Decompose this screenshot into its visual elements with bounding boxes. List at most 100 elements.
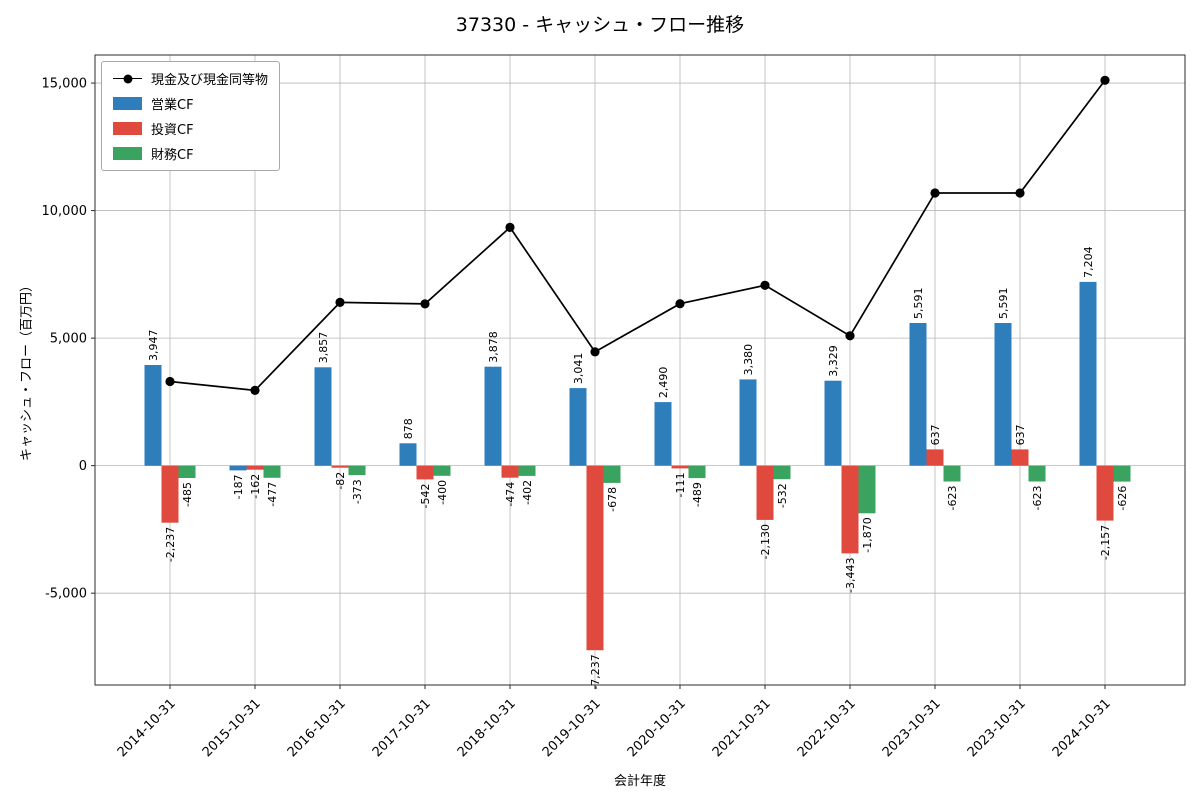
value-label: -477 bbox=[266, 482, 279, 507]
bar bbox=[926, 449, 944, 466]
line-marker bbox=[845, 331, 855, 341]
value-label: 3,857 bbox=[317, 332, 330, 364]
line-marker bbox=[590, 347, 600, 357]
line-marker bbox=[165, 376, 175, 387]
value-label: -111 bbox=[674, 473, 687, 498]
bar bbox=[399, 443, 417, 466]
x-tick-label: 2022-10-31 bbox=[795, 696, 859, 760]
x-tick-label: 2023-10-31 bbox=[880, 696, 944, 760]
value-label: -474 bbox=[504, 482, 517, 507]
bars-財務CF: -485 -477 -373 -400 -402 -678 -489 -532 -1,870 -6… bbox=[178, 465, 1131, 553]
bar bbox=[331, 465, 349, 468]
x-tick-label: 2024-10-31 bbox=[1050, 696, 1114, 760]
legend-item-cash-equivalents: 現金及び現金同等物 bbox=[113, 69, 268, 88]
plot-frame bbox=[94, 54, 1186, 686]
line-marker bbox=[505, 222, 515, 232]
bar bbox=[263, 465, 281, 478]
bar bbox=[671, 465, 689, 469]
value-label: 3,878 bbox=[487, 331, 500, 363]
line-現金及び現金同等物 bbox=[165, 75, 1110, 395]
bar bbox=[1079, 281, 1097, 466]
value-label: -532 bbox=[776, 483, 789, 508]
value-label: 2,490 bbox=[657, 367, 670, 399]
x-tick-label: 2020-10-31 bbox=[625, 696, 689, 760]
y-tick-label: 5,000 bbox=[50, 332, 87, 347]
value-label: 7,204 bbox=[1082, 246, 1095, 278]
value-label: -187 bbox=[232, 474, 245, 499]
y-tick-label: 15,000 bbox=[42, 77, 88, 92]
bar bbox=[824, 380, 842, 466]
x-tick-label: 2018-10-31 bbox=[455, 696, 519, 760]
line-marker bbox=[675, 299, 685, 309]
value-label: 3,041 bbox=[572, 353, 585, 385]
line-marker bbox=[420, 299, 430, 309]
bar bbox=[348, 465, 366, 476]
bar bbox=[841, 465, 859, 554]
legend-item-operating-cf: 営業CF bbox=[113, 94, 268, 113]
bar bbox=[501, 465, 519, 478]
bars-営業CF: 3,947 -187 3,857 878 3,878 3,041 2,490 3,380 3,3… bbox=[144, 246, 1097, 499]
legend-item-investing-cf: 投資CF bbox=[113, 119, 268, 138]
chart-legend: 現金及び現金同等物 営業CF 投資CF 財務CF bbox=[101, 61, 281, 171]
bar bbox=[144, 365, 162, 466]
x-tick-label: 2014-10-31 bbox=[115, 696, 179, 760]
financing-cf-swatch bbox=[113, 147, 142, 160]
value-label: -678 bbox=[606, 487, 619, 512]
value-label: -623 bbox=[1031, 486, 1044, 511]
bar bbox=[773, 465, 791, 480]
legend-label: 投資CF bbox=[151, 123, 194, 138]
value-label: 5,591 bbox=[912, 288, 925, 320]
bar bbox=[433, 465, 451, 476]
line-marker-icon bbox=[113, 74, 142, 84]
dot-marker-icon bbox=[123, 74, 132, 84]
bar bbox=[858, 465, 876, 514]
bar bbox=[1011, 449, 1029, 466]
value-label: -542 bbox=[419, 484, 432, 509]
y-tick-label: 0 bbox=[79, 459, 87, 474]
value-label: -162 bbox=[249, 474, 262, 499]
value-label: 637 bbox=[929, 424, 942, 445]
bar bbox=[161, 465, 179, 523]
bar bbox=[909, 323, 927, 466]
chart-title: 37330 - キャッシュ・フロー推移 bbox=[455, 14, 745, 36]
bars-投資CF: -2,237 -162 -82 -542 -474 -7,237 -111 -2,130 -3,… bbox=[161, 424, 1114, 690]
x-axis-label: 会計年度 bbox=[613, 774, 667, 789]
bar bbox=[586, 465, 604, 651]
line-marker bbox=[930, 188, 940, 198]
y-axis-label: キャッシュ・フロー（百万円） bbox=[19, 278, 35, 462]
value-label: -1,870 bbox=[861, 517, 874, 552]
x-tick-label: 2023-10-31 bbox=[965, 696, 1029, 760]
value-label: 878 bbox=[402, 418, 415, 439]
bar bbox=[688, 465, 706, 479]
bar bbox=[654, 402, 672, 466]
x-tick-label: 2019-10-31 bbox=[540, 696, 604, 760]
value-label: -7,237 bbox=[589, 654, 602, 689]
value-label: -402 bbox=[521, 480, 534, 505]
legend-label: 営業CF bbox=[151, 98, 194, 113]
x-tick-label: 2015-10-31 bbox=[200, 696, 264, 760]
bar bbox=[756, 465, 774, 520]
value-label: 3,329 bbox=[827, 345, 840, 377]
value-label: -373 bbox=[351, 479, 364, 504]
bar bbox=[314, 367, 332, 466]
line-marker bbox=[1015, 188, 1025, 198]
bar bbox=[518, 465, 536, 476]
value-label: -3,443 bbox=[844, 558, 857, 593]
x-axis-ticks: 2014-10-31 2015-10-31 2016-10-31 2017-10-31… bbox=[115, 685, 1114, 760]
bar bbox=[484, 366, 502, 466]
investing-cf-swatch bbox=[113, 122, 142, 135]
legend-item-financing-cf: 財務CF bbox=[113, 144, 268, 163]
bar bbox=[603, 465, 621, 483]
value-label: -485 bbox=[181, 482, 194, 507]
y-tick-label: 10,000 bbox=[42, 204, 88, 219]
bar bbox=[943, 465, 961, 482]
bar bbox=[1113, 465, 1131, 482]
value-label: -82 bbox=[334, 472, 347, 490]
line-marker bbox=[335, 297, 345, 307]
bar bbox=[178, 465, 196, 478]
bar bbox=[1028, 465, 1046, 482]
operating-cf-swatch bbox=[113, 97, 142, 110]
bar bbox=[1096, 465, 1114, 521]
